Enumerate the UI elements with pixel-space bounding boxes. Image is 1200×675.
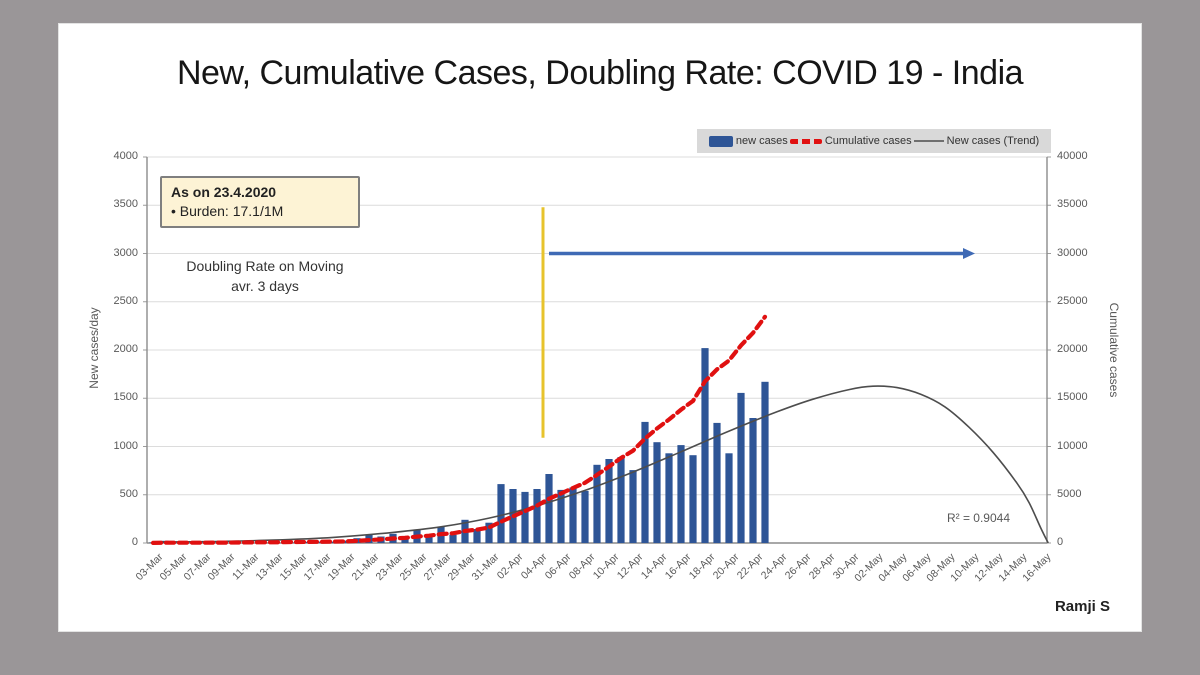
right-axis-tick: 25000: [1057, 294, 1088, 307]
legend-item-cumulative-cases: Cumulative cases: [789, 135, 912, 147]
legend-item-trend: New cases (Trend): [913, 135, 1040, 147]
new-cases-swatch-icon: [708, 135, 733, 147]
bar-16-Apr: [677, 445, 685, 543]
trend-swatch-icon: [913, 140, 944, 142]
bar-03-Apr: [521, 491, 529, 543]
right-axis-tick: 15000: [1057, 391, 1088, 404]
bar-21-Apr: [737, 392, 745, 543]
left-axis-tick: 2000: [113, 343, 138, 355]
left-axis-tick: 3500: [113, 198, 138, 211]
right-axis-tick: 20000: [1057, 343, 1088, 355]
bar-13-Apr: [641, 421, 649, 543]
arrow-head-icon: [963, 248, 975, 259]
right-axis-tick: 5000: [1057, 487, 1082, 500]
bar-15-Apr: [665, 453, 673, 543]
annotation-date: As on 23.4.2020: [171, 184, 277, 200]
r-squared-label: R² = 0.9044: [946, 511, 1010, 525]
right-axis-title: Cumulative cases: [1107, 302, 1121, 398]
bar-30-Mar: [473, 529, 481, 543]
bar-12-Apr: [629, 470, 637, 543]
bar-26-Mar: [425, 534, 433, 543]
bar-01-Apr: [497, 484, 505, 543]
bar-06-Apr: [557, 489, 565, 543]
left-axis-tick: 4000: [113, 150, 138, 162]
bar-04-Apr: [533, 489, 541, 543]
author-credit: Ramji S: [1054, 598, 1110, 615]
bar-20-Apr: [725, 453, 733, 543]
cumulative-line: [150, 314, 768, 545]
bar-28-Mar: [449, 534, 457, 543]
bar-31-Mar: [485, 522, 493, 543]
bar-22-Apr: [749, 418, 757, 543]
bar-08-Apr: [581, 490, 589, 543]
bar-14-Apr: [653, 442, 661, 543]
bar-18-Mar: [329, 541, 337, 543]
left-axis-tick: 1000: [113, 439, 138, 452]
legend-item-new-cases: new cases: [708, 135, 788, 147]
left-axis-tick: 500: [119, 487, 138, 500]
right-axis-tick: 40000: [1057, 150, 1088, 162]
right-axis-tick: 30000: [1057, 246, 1088, 259]
legend-label: New cases (Trend): [946, 135, 1040, 147]
bar-18-Apr: [701, 348, 709, 543]
doubling-rate-note-line1: Doubling Rate on Moving: [186, 258, 344, 274]
left-axis-tick: 0: [131, 536, 138, 548]
doubling-rate-note: Doubling Rate on Moving avr. 3 days: [150, 257, 380, 296]
right-axis-tick: 0: [1057, 536, 1064, 548]
bar-11-Apr: [617, 457, 625, 543]
left-axis-tick: 2500: [113, 294, 138, 307]
legend-label: new cases: [735, 135, 788, 147]
bar-19-Apr: [713, 422, 721, 543]
legend: new cases Cumulative cases New cases (Tr…: [697, 129, 1051, 153]
annotation-burden: • Burden: 17.1/1M: [171, 202, 284, 219]
cumulative-cases-swatch-icon: [789, 138, 822, 144]
right-axis-tick: 10000: [1057, 439, 1088, 452]
bar-07-Apr: [569, 487, 577, 543]
bar-09-Apr: [593, 464, 601, 543]
legend-label: Cumulative cases: [824, 135, 912, 147]
left-axis-tick: 1500: [113, 391, 138, 404]
trend-line: [152, 385, 1049, 544]
bar-17-Apr: [689, 455, 697, 543]
left-axis-tick: 3000: [113, 246, 138, 259]
annotation-box: As on 23.4.2020 • Burden: 17.1/1M: [160, 176, 360, 228]
bar-05-Apr: [545, 474, 553, 543]
chart-title: New, Cumulative Cases, Doubling Rate: CO…: [176, 54, 1024, 92]
bar-23-Apr: [761, 381, 769, 543]
doubling-rate-note-line2: avr. 3 days: [231, 277, 299, 294]
right-axis-tick: 35000: [1057, 198, 1088, 211]
bar-10-Apr: [605, 459, 613, 543]
